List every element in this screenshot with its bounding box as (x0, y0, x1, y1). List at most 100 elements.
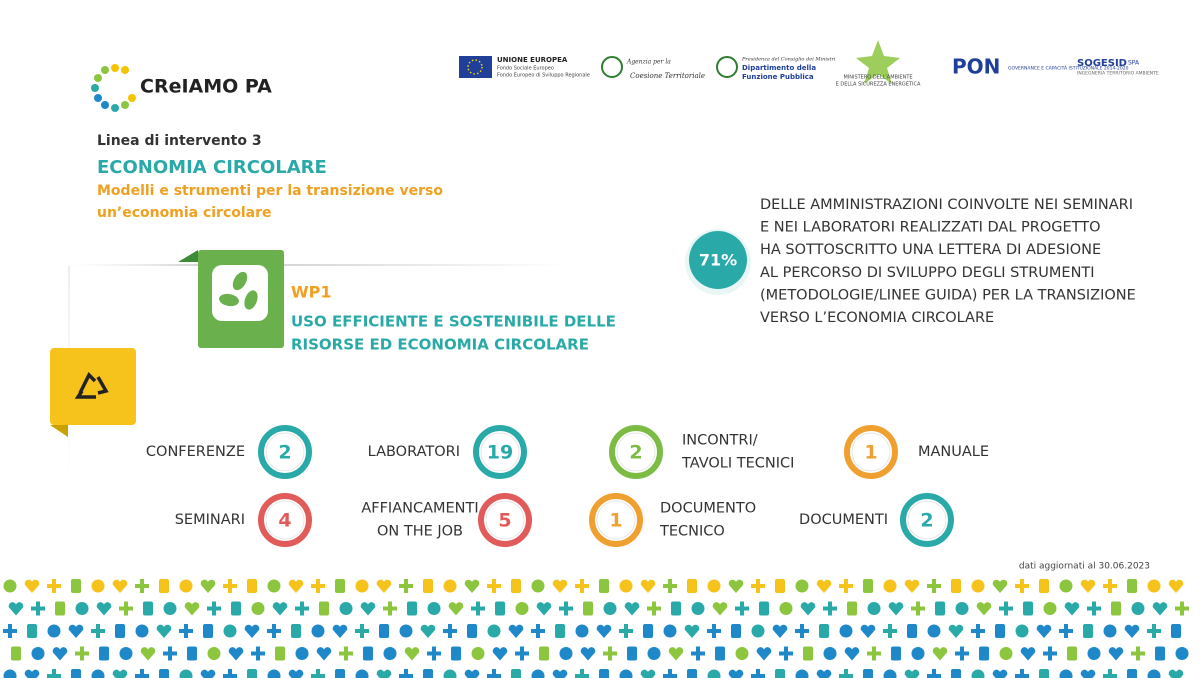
wp-title: USO EFFICIENTE E SOSTENIBILE DELLE (291, 313, 616, 331)
emblem (716, 56, 738, 78)
pattern-icon (687, 669, 697, 678)
pattern-icon (992, 669, 1008, 678)
pattern-icon (911, 647, 925, 660)
pattern-icon (951, 669, 961, 678)
pattern-icon (376, 579, 392, 593)
highlight-line: VERSO L’ECONOMIA CIRCOLARE (760, 310, 994, 326)
pattern-icon (775, 669, 785, 678)
pattern-icon (11, 646, 21, 661)
counter-value: 1 (864, 442, 877, 464)
pattern-icon (971, 579, 985, 593)
pattern-icon (203, 624, 213, 638)
pattern-icon (599, 579, 609, 593)
pattern-icon (99, 646, 109, 661)
pattern-icon (464, 579, 480, 593)
pattern-icon (1039, 669, 1049, 678)
counter-label: SEMINARI (175, 512, 245, 528)
pattern-icon (867, 646, 881, 661)
pattern-icon (1127, 579, 1137, 593)
counter: 4 SEMINARI (175, 493, 312, 547)
wp-code: WP1 (291, 283, 332, 302)
counter-label: DOCUMENTI (799, 512, 888, 528)
pattern-icon (1015, 669, 1029, 678)
pattern-icon (163, 646, 177, 661)
pattern-icon (1087, 647, 1101, 660)
pattern-icon (96, 602, 112, 616)
pattern-icon (119, 647, 133, 660)
pattern-icon (539, 646, 549, 661)
counter-label: LABORATORI (368, 444, 460, 460)
update-note: dati aggiornati al 30.06.2023 (1019, 562, 1150, 572)
pattern-icon (332, 624, 348, 638)
pattern-icon (159, 669, 169, 678)
pattern-icon (399, 579, 413, 593)
pattern-icon (1023, 601, 1033, 616)
counter-label: ON THE JOB (377, 524, 463, 540)
pattern-icon (427, 602, 441, 615)
pattern-icon (244, 624, 260, 638)
emblem (601, 56, 623, 78)
counter-inner (265, 432, 305, 472)
pattern-icon (31, 647, 45, 660)
pattern-icon (8, 602, 24, 616)
pattern-icon (288, 669, 304, 678)
pattern-icon (580, 647, 596, 661)
counter-value: 5 (498, 510, 511, 532)
pattern-icon (91, 579, 105, 593)
pattern-icon (3, 669, 17, 678)
pattern-icon (47, 579, 61, 593)
pattern-icon (839, 579, 853, 593)
pattern-icon (823, 647, 837, 660)
pattern-icon (715, 646, 725, 661)
pattern-icon (772, 624, 788, 638)
pattern-icon (847, 601, 857, 616)
highlight-value: 71% (699, 251, 737, 270)
pattern-icon (140, 647, 156, 661)
logo-text: Agenzia per la (626, 59, 671, 66)
pattern-icon (555, 624, 565, 638)
logo-text: UNIONE EUROPEA (497, 56, 568, 64)
pattern-icon (179, 579, 193, 593)
pattern-icon (75, 602, 89, 615)
pattern-icon (1147, 624, 1161, 638)
partner-logos: UNIONE EUROPEA Fondo Sociale Europeo Fon… (459, 40, 1159, 88)
pattern-icon (200, 669, 216, 678)
pattern-icon (52, 647, 68, 661)
pattern-icon (68, 624, 84, 638)
pattern-icon (839, 624, 853, 638)
counter: 2 INCONTRI/TAVOLI TECNICI (609, 425, 794, 479)
pattern-icon (728, 579, 744, 593)
pattern-icon (816, 579, 832, 593)
emblem (856, 40, 900, 84)
pattern-icon (1080, 669, 1096, 678)
pattern-icon (404, 647, 420, 661)
pattern-icon (383, 647, 397, 660)
section-subtitle: un’economia circolare (97, 205, 272, 221)
counter-label: MANUALE (918, 444, 989, 460)
pattern-icon (816, 669, 832, 678)
pattern-icon (575, 669, 589, 678)
pattern-icon (844, 647, 860, 661)
pattern-icon (443, 579, 457, 593)
pattern-icon (3, 579, 17, 593)
pattern-icon (691, 646, 705, 661)
counter: 5 AFFIANCAMENTI ON THE JOB (361, 493, 532, 547)
counter-label: DOCUMENTO (660, 501, 756, 517)
pattern-icon (624, 602, 640, 616)
wp-icon (219, 271, 258, 310)
pattern-icon (1111, 601, 1121, 616)
pattern-icon (935, 601, 945, 616)
pattern-icon (707, 579, 721, 593)
tag (50, 348, 136, 425)
pattern-icon (163, 602, 177, 615)
pattern-icon (508, 624, 524, 638)
pattern-icon (1127, 669, 1137, 678)
pattern-icon (31, 601, 45, 616)
pattern-icon (179, 669, 193, 678)
pattern-icon (927, 624, 941, 638)
pattern-icon (883, 579, 897, 593)
pattern-icon (423, 669, 433, 678)
pattern-icon (707, 669, 721, 678)
highlight-text: DELLE AMMINISTRAZIONI COINVOLTE NEI SEMI… (760, 197, 1136, 326)
pattern-icon (143, 601, 153, 616)
